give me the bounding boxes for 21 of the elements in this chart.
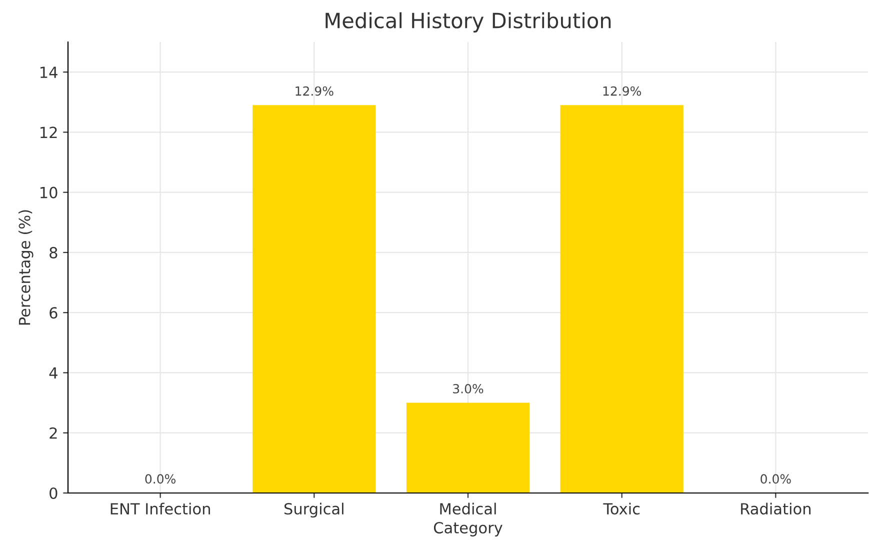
x-tick-label: Surgical (284, 502, 344, 518)
y-tick-label: 0 (50, 487, 58, 500)
data-label: 3.0% (453, 384, 484, 394)
x-axis-title: Category (434, 522, 502, 536)
y-tick-label: 4 (49, 367, 58, 379)
data-label: 0.0% (145, 474, 176, 484)
chart-title: Medical History Distribution (326, 12, 611, 32)
data-label: 12.9% (603, 86, 642, 96)
x-tick-label: Medical (440, 502, 496, 515)
y-tick-label: 10 (40, 186, 58, 198)
y-tick-label: 2 (50, 427, 57, 439)
y-tick-label: 6 (50, 307, 58, 319)
x-tick-label: Radiation (741, 502, 810, 515)
x-tick-label: ENT Infection (110, 502, 210, 515)
data-label: 0.0% (760, 474, 791, 484)
y-tick-label: 12 (40, 126, 57, 138)
y-tick-label: 8 (50, 246, 58, 258)
x-tick-label: Toxic (603, 502, 640, 515)
y-tick-label: 14 (40, 66, 58, 78)
y-axis-title: Percentage (%) (18, 210, 34, 325)
data-label: 12.9% (296, 86, 334, 96)
